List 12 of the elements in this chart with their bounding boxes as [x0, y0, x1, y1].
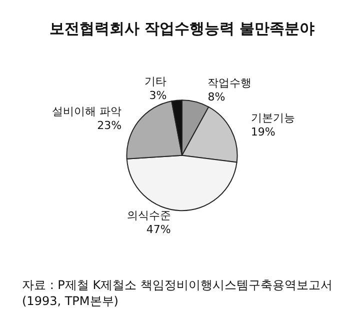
chart-title: 보전협력회사 작업수행능력 불만족분야 — [49, 20, 315, 38]
slice-label: 설비이해 파악 — [52, 104, 122, 118]
data-label: 23% — [97, 118, 122, 132]
data-label: 3% — [149, 88, 167, 102]
text: 자료 : P제철 K제철소 책임정비이행시스템구축용역보고서(1993, TPM본부) — [22, 278, 332, 308]
slice-label: 기타 — [144, 74, 167, 88]
data-label: 8% — [208, 90, 226, 104]
slice-label: 기본기능 — [250, 111, 295, 124]
slice-label: 작업수행 — [208, 76, 252, 90]
data-label: 47% — [146, 223, 171, 236]
data-label: 19% — [250, 125, 276, 138]
slice-label: 의식수준 — [126, 209, 171, 222]
